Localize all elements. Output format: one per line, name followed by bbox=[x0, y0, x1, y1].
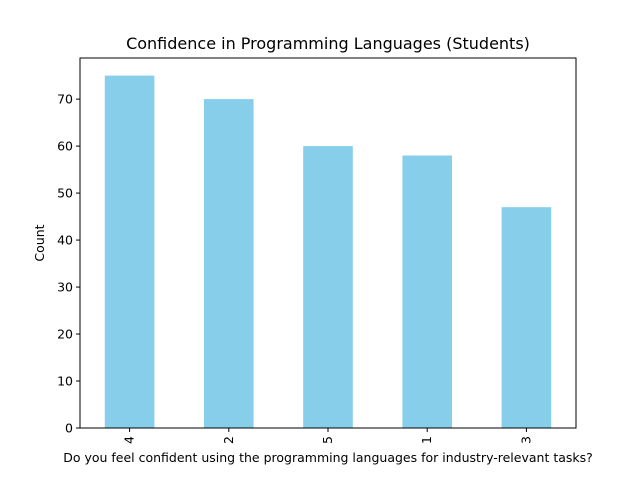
x-axis: 4 2 5 1 3 bbox=[122, 428, 533, 444]
bar-1 bbox=[402, 155, 452, 428]
plot-frame bbox=[79, 57, 577, 429]
y-tick-label: 40 bbox=[57, 233, 73, 248]
x-tick-label: 3 bbox=[518, 436, 533, 444]
chart-title: Confidence in Programming Languages (Stu… bbox=[126, 34, 530, 53]
bars-group bbox=[104, 75, 552, 428]
y-axis: 0 10 20 30 40 50 60 70 bbox=[57, 92, 80, 436]
bar-2 bbox=[204, 99, 254, 428]
y-axis-label: Count bbox=[32, 224, 47, 261]
bar-5 bbox=[303, 146, 353, 428]
x-tick-label: 5 bbox=[320, 436, 335, 444]
y-tick-label: 60 bbox=[57, 139, 73, 154]
x-tick-label: 1 bbox=[419, 436, 434, 444]
x-tick-label: 2 bbox=[221, 436, 236, 444]
x-tick-label: 4 bbox=[122, 436, 137, 444]
y-tick-label: 50 bbox=[57, 186, 73, 201]
y-tick-label: 70 bbox=[57, 92, 73, 107]
bar-3 bbox=[501, 207, 552, 428]
bar-4 bbox=[104, 75, 155, 428]
y-tick-label: 0 bbox=[65, 421, 73, 436]
y-tick-label: 20 bbox=[57, 327, 73, 342]
y-tick-label: 30 bbox=[57, 280, 73, 295]
x-axis-label: Do you feel confident using the programm… bbox=[63, 450, 593, 465]
y-tick-label: 10 bbox=[57, 374, 73, 389]
